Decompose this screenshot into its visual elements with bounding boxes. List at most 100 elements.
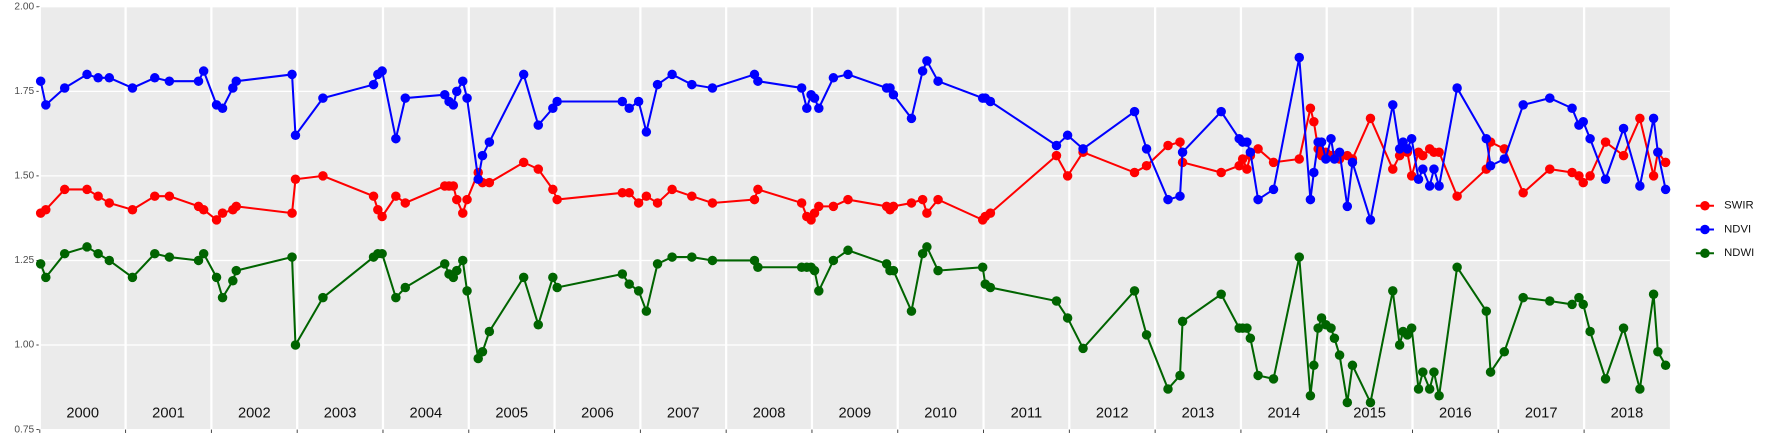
x-tick-label: 2018: [1611, 406, 1644, 422]
y-tick-label: 2.00: [14, 1, 34, 12]
data-point: [104, 73, 115, 83]
data-point: [888, 201, 899, 212]
data-point: [217, 292, 228, 303]
data-point: [1253, 194, 1263, 205]
data-point: [41, 100, 51, 110]
data-point: [1434, 390, 1444, 401]
data-point: [977, 262, 988, 272]
data-point: [652, 79, 663, 90]
data-point: [164, 252, 175, 262]
x-tick-label: 2012: [1096, 406, 1129, 422]
data-point: [82, 184, 92, 195]
data-point: [1177, 147, 1188, 157]
x-tick-label: 2004: [410, 406, 443, 422]
data-point: [828, 201, 839, 212]
data-point: [400, 198, 411, 208]
data-point: [617, 188, 628, 198]
data-point: [193, 76, 204, 86]
data-point: [473, 174, 483, 185]
data-point: [41, 272, 51, 283]
data-point: [1406, 323, 1417, 333]
data-point: [1062, 313, 1073, 323]
data-point: [452, 265, 462, 276]
data-point: [922, 56, 932, 66]
data-point: [518, 69, 529, 80]
data-point: [624, 188, 634, 198]
data-point: [843, 194, 853, 205]
data-point: [368, 79, 379, 90]
data-point: [127, 83, 138, 93]
data-point: [1309, 167, 1319, 178]
data-point: [1618, 123, 1629, 134]
data-point: [484, 326, 495, 337]
data-point: [707, 83, 718, 93]
data-point: [127, 272, 138, 283]
data-point: [667, 184, 677, 195]
data-point: [1413, 174, 1424, 185]
data-point: [1518, 292, 1528, 303]
data-point: [59, 248, 70, 259]
data-point: [1242, 137, 1252, 147]
data-point: [1216, 289, 1226, 300]
data-point: [1305, 390, 1316, 401]
data-point: [843, 69, 853, 80]
x-tick-label: 2017: [1525, 406, 1558, 422]
data-point: [1660, 184, 1671, 195]
data-point: [933, 76, 943, 86]
data-point: [1648, 113, 1659, 124]
data-point: [1342, 201, 1353, 212]
data-point: [1329, 333, 1340, 343]
data-point: [164, 76, 175, 86]
data-point: [1329, 154, 1340, 164]
data-point: [749, 194, 760, 205]
data-point: [93, 191, 103, 201]
data-point: [1388, 100, 1398, 110]
x-tick-label: 2005: [495, 406, 528, 422]
data-point: [802, 103, 812, 113]
data-point: [617, 269, 628, 279]
data-point: [1365, 215, 1376, 225]
data-point: [1402, 144, 1413, 154]
data-point: [104, 198, 115, 208]
data-point: [922, 242, 932, 252]
data-point: [1129, 286, 1140, 296]
data-point: [843, 245, 853, 256]
data-point: [462, 194, 472, 205]
data-point: [809, 265, 820, 276]
data-point: [198, 66, 209, 76]
data-point: [1499, 347, 1510, 357]
data-point: [1635, 384, 1645, 394]
data-point: [1253, 370, 1263, 381]
data-point: [624, 279, 634, 289]
data-point: [1418, 164, 1428, 174]
data-point: [1342, 397, 1353, 408]
data-point: [1518, 100, 1528, 110]
data-point: [1305, 194, 1316, 205]
data-point: [1316, 137, 1327, 147]
data-point: [1485, 367, 1496, 377]
x-tick-label: 2014: [1267, 406, 1300, 422]
data-point: [1578, 177, 1588, 188]
data-point: [687, 191, 697, 201]
data-point: [1365, 113, 1376, 124]
data-point: [1418, 150, 1428, 161]
data-point: [150, 191, 160, 201]
data-point: [985, 208, 996, 218]
x-tick-label: 2007: [667, 406, 700, 422]
data-point: [814, 201, 824, 212]
x-tick-label: 2003: [324, 406, 357, 422]
data-point: [1394, 150, 1405, 161]
data-point: [1518, 188, 1528, 198]
data-point: [1326, 133, 1336, 144]
data-point: [1660, 360, 1671, 371]
data-point: [518, 272, 529, 283]
legend-label: NDVI: [1724, 223, 1751, 235]
y-tick-label: 1.50: [14, 171, 34, 182]
data-point: [150, 73, 160, 83]
data-point: [906, 113, 917, 124]
data-point: [1578, 299, 1588, 310]
data-point: [1175, 370, 1185, 381]
legend-key: [1700, 224, 1710, 235]
data-point: [1574, 292, 1584, 303]
data-point: [150, 248, 160, 259]
